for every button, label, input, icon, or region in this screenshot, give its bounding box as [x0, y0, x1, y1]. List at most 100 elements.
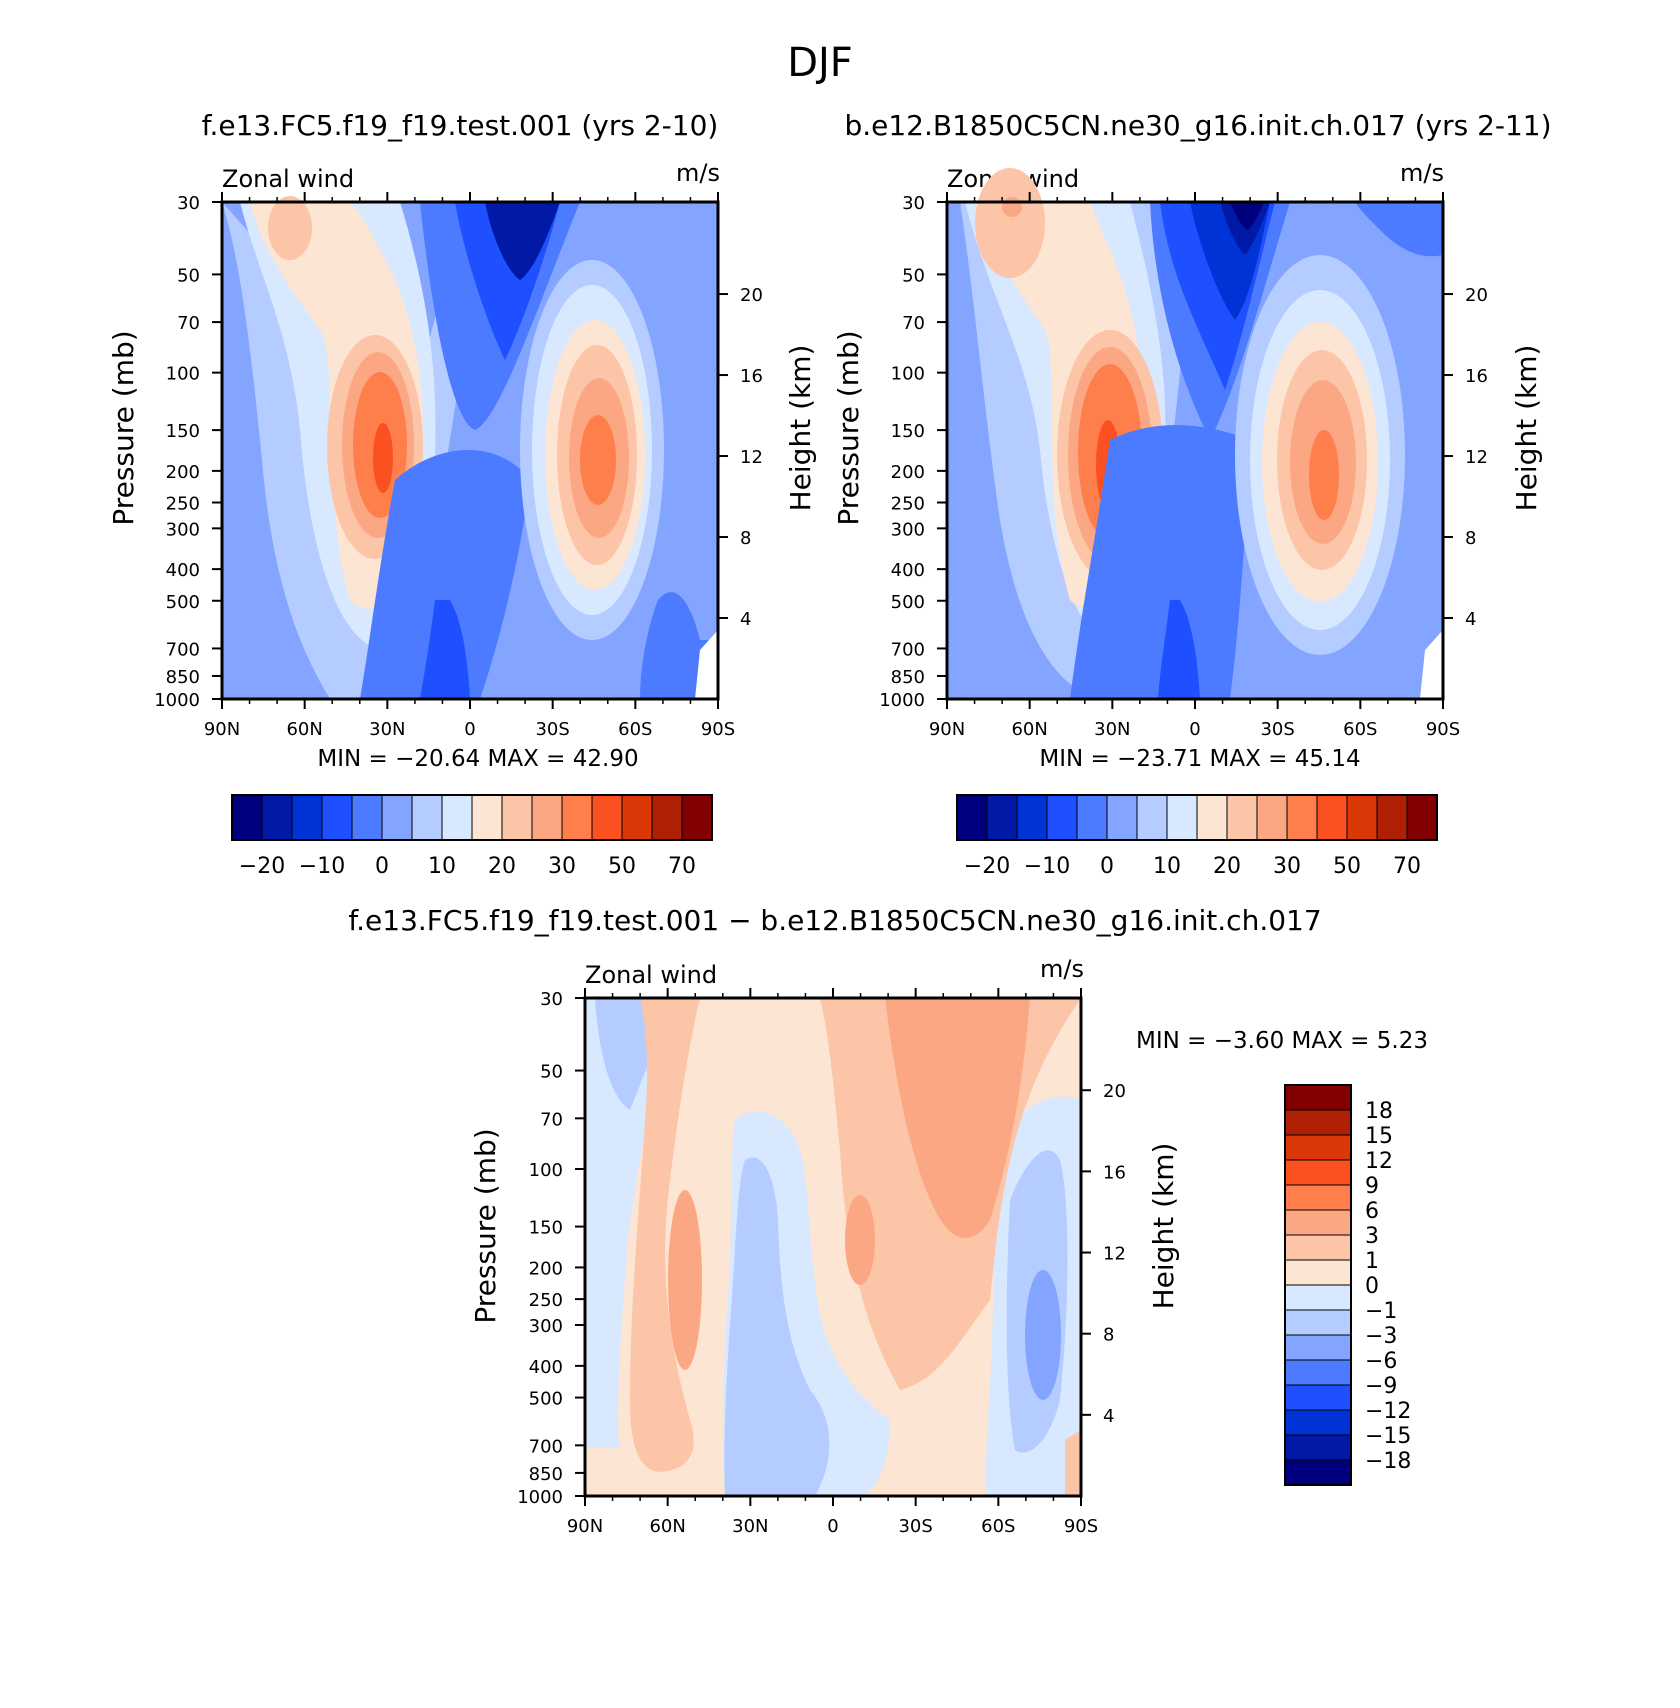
colorbar-tick-label: 9: [1365, 1174, 1379, 1199]
colorbar-swatch: [1286, 794, 1318, 841]
colorbar-swatch: [1284, 1259, 1352, 1286]
y-axis-label: Pressure (mb): [107, 330, 140, 525]
y2-tick-label: 20: [740, 285, 763, 306]
colorbar-swatch: [1284, 1134, 1352, 1161]
colorbar-swatch: [1226, 794, 1258, 841]
panel-units-label: m/s: [1040, 955, 1084, 983]
colorbar-swatch: [1284, 1434, 1352, 1461]
y2-tick-label: 12: [1465, 447, 1488, 468]
colorbar-swatch: [1316, 794, 1348, 841]
y-tick-label: 30: [177, 193, 200, 214]
colorbar-swatch: [1376, 794, 1408, 841]
y-tick-label: 300: [529, 1316, 563, 1337]
colorbar-swatch: [1284, 1384, 1352, 1411]
x-tick-label: 60S: [1343, 719, 1377, 740]
y-tick-label: 1000: [517, 1487, 563, 1508]
colorbar-swatch: [956, 794, 988, 841]
y-tick-label: 400: [529, 1357, 563, 1378]
colorbar-tick-label: −1: [1365, 1299, 1397, 1324]
colorbar-tick-label: 70: [668, 854, 696, 879]
x-tick-label: 30S: [1260, 719, 1294, 740]
panel-experiment-run: b.e12.B1850C5CN.ne30_g16.init.ch.017 (yr…: [832, 109, 1552, 879]
y2-tick-label: 16: [740, 366, 763, 387]
colorbar-swatch: [1284, 1309, 1352, 1336]
x-tick-label: 30N: [369, 719, 405, 740]
colorbar-swatch: [561, 794, 593, 841]
y-tick-label: 400: [166, 560, 200, 581]
colorbar-swatch: [591, 794, 623, 841]
y-tick-label: 30: [540, 989, 563, 1010]
colorbar-tick-label: 70: [1393, 854, 1421, 879]
contour-plot: [222, 196, 718, 699]
y-tick-label: 100: [891, 364, 925, 385]
contour-fill: [580, 415, 616, 505]
colorbar-swatch: [1284, 1109, 1352, 1136]
y-tick-label: 850: [166, 667, 200, 688]
colorbar-swatch: [291, 794, 323, 841]
y-tick-label: 1000: [879, 690, 925, 711]
contour-fill: [885, 998, 1030, 1239]
colorbar-tick-label: 30: [548, 854, 576, 879]
colorbar-tick-label: 30: [1273, 854, 1301, 879]
contour-fill: [1158, 600, 1200, 699]
y-tick-label: 100: [529, 1160, 563, 1181]
y2-tick-label: 16: [1465, 366, 1488, 387]
x-tick-label: 30S: [535, 719, 569, 740]
colorbar-tick-label: −6: [1365, 1349, 1397, 1374]
panel-units-label: m/s: [1400, 159, 1444, 187]
colorbar-border: [1284, 1084, 1352, 1486]
contour-plot: [947, 168, 1443, 699]
contour-fill: [1025, 1270, 1061, 1400]
colorbar-swatch: [1256, 794, 1288, 841]
contour-fill: [845, 1195, 875, 1285]
colorbar-tick-label: 0: [1100, 854, 1114, 879]
colorbar-swatch: [411, 794, 443, 841]
contour-plot: [585, 998, 1081, 1496]
colorbar-swatch: [1284, 1209, 1352, 1236]
contour-fill: [1230, 202, 1264, 230]
x-tick-label: 30S: [898, 1516, 932, 1537]
x-tick-label: 60N: [649, 1516, 685, 1537]
y-tick-label: 250: [891, 494, 925, 515]
panel-subtitle: f.e13.FC5.f19_f19.test.001 (yrs 2-10): [202, 109, 719, 142]
colorbar-tick-label: 1: [1365, 1249, 1379, 1274]
y2-tick-label: 20: [1465, 285, 1488, 306]
x-tick-label: 60S: [981, 1516, 1015, 1537]
colorbar-tick-label: 20: [1213, 854, 1241, 879]
colorbar-tick-label: 50: [608, 854, 636, 879]
y2-axis-label: Height (km): [784, 345, 817, 512]
x-tick-label: 90N: [204, 719, 240, 740]
y-tick-label: 500: [166, 592, 200, 613]
colorbar-tick-label: 10: [1153, 854, 1181, 879]
x-tick-label: 60S: [618, 719, 652, 740]
y-tick-label: 700: [166, 639, 200, 660]
y2-axis-label: Height (km): [1510, 345, 1543, 512]
colorbar-swatch: [986, 794, 1018, 841]
y2-tick-label: 12: [1103, 1244, 1126, 1265]
panel-units-label: m/s: [676, 159, 720, 187]
colorbar-swatch: [501, 794, 533, 841]
y-tick-label: 50: [540, 1062, 563, 1083]
x-tick-label: 60N: [1011, 719, 1047, 740]
y-tick-label: 300: [166, 519, 200, 540]
colorbar-tick-label: 0: [375, 854, 389, 879]
y-tick-label: 70: [540, 1109, 563, 1130]
contour-fill: [360, 450, 530, 699]
contour-fill: [485, 202, 560, 280]
colorbar-swatch: [1284, 1159, 1352, 1186]
missing-data-area: [1420, 630, 1443, 699]
colorbar-tick-label: −10: [299, 854, 345, 879]
colorbar: −20 −10 0 10 20 30 50 70: [231, 794, 713, 879]
colorbar-swatch: [321, 794, 353, 841]
contour-fill: [373, 423, 393, 493]
y-tick-label: 500: [529, 1389, 563, 1410]
colorbar-tick-label: −20: [239, 854, 285, 879]
panel-left-label: Zonal wind: [585, 961, 717, 989]
y2-tick-label: 12: [740, 447, 763, 468]
x-tick-label: 0: [464, 719, 475, 740]
axis-ticks: 90N 60N 30N 0 30S 60S 90S 30 50 70 100 150 200 250 300…: [154, 192, 763, 740]
axis-ticks: 90N 60N 30N 0 30S 60S 90S 30 50 70 100 150 200 250 300…: [879, 192, 1488, 740]
colorbar-tick-label: −9: [1365, 1374, 1397, 1399]
colorbar-tick-label: 3: [1365, 1224, 1379, 1249]
